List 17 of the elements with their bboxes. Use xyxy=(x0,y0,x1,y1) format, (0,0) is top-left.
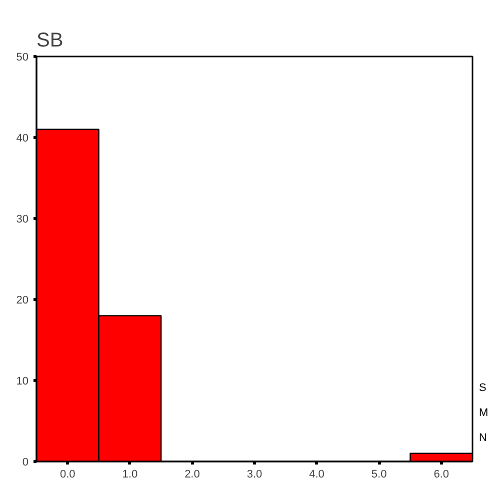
x-tick-label: 5.0 xyxy=(371,468,387,480)
text: M xyxy=(479,406,488,421)
x-tick-label: 1.0 xyxy=(122,468,138,480)
text: N xyxy=(479,431,488,446)
x-tick-label: 2.0 xyxy=(184,468,200,480)
x-tick-label: 0.0 xyxy=(60,468,76,480)
x-tick-label: 6.0 xyxy=(434,468,450,480)
text: S xyxy=(479,381,488,396)
x-tick-label: 3.0 xyxy=(246,468,262,480)
y-tick-label: 0 xyxy=(22,456,29,468)
y-tick-label: 40 xyxy=(16,132,29,144)
x-tick-label: 4.0 xyxy=(309,468,324,480)
y-tick-label: 50 xyxy=(16,52,29,64)
chart-title: SB xyxy=(36,30,64,52)
y-tick-label: 10 xyxy=(16,376,29,388)
y-tick-label: 30 xyxy=(16,214,29,226)
y-tick-label: 20 xyxy=(16,294,29,306)
